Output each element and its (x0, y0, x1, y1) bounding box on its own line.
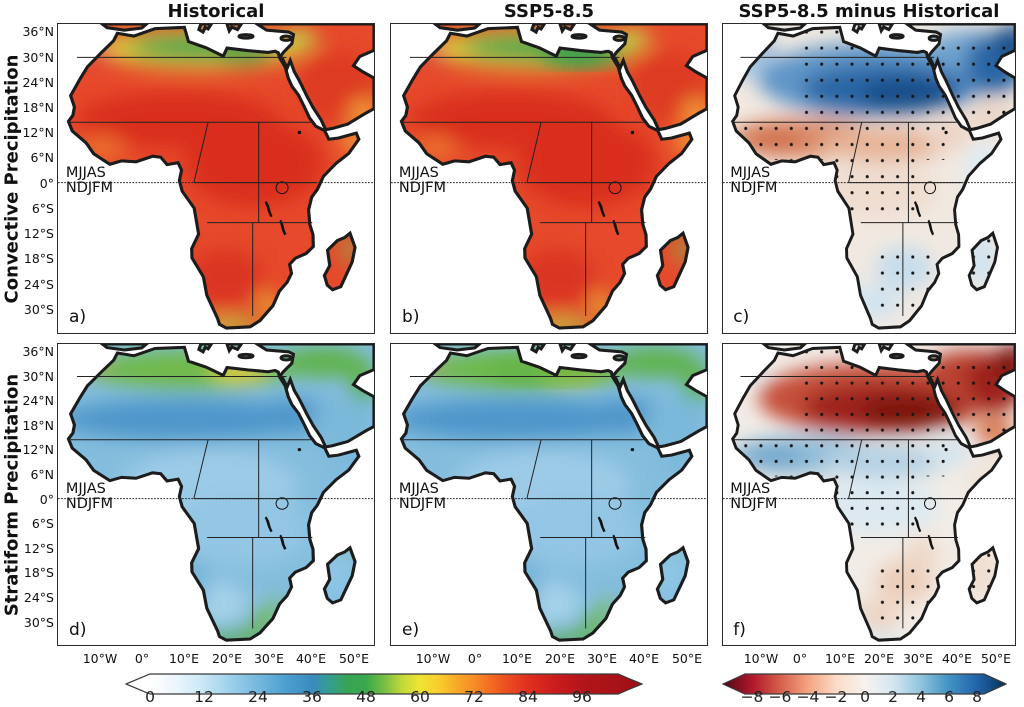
season-label-mjjas: MJJAS (398, 480, 439, 497)
column-title-ssp585: SSP5-8.5 (503, 1, 595, 22)
panel-letter: d) (69, 619, 87, 640)
colorbar-tick: 0 (145, 688, 155, 706)
colorbar-tick: 4 (916, 688, 926, 706)
colorbar-tick: 72 (464, 688, 484, 706)
lat-tick: 12°S (23, 226, 54, 241)
panel-letter: f) (733, 619, 746, 640)
season-label-ndjfm: NDJFM (398, 496, 447, 513)
lat-tick: 18°S (23, 565, 54, 580)
lat-tick: 6°N (30, 150, 54, 165)
map-stratiform-ssp585 (391, 344, 707, 645)
lon-tick: 40°E (628, 651, 660, 666)
lon-tick: 50°E (338, 651, 370, 666)
lat-tick: 12°N (22, 442, 54, 457)
map-panel-c: MJJAS NDJFM c) (722, 23, 1016, 334)
colorbar-difference (722, 673, 1007, 695)
lon-tick: 20°E (863, 651, 895, 666)
lat-tick: 30°N (22, 50, 54, 65)
lon-tick: 20°E (544, 651, 576, 666)
lat-tick: 36°N (22, 344, 54, 359)
lon-tick: 0° (134, 651, 150, 666)
lon-tick: 10°W (415, 651, 451, 666)
colorbar-tick: 36 (302, 688, 322, 706)
panel-letter: e) (402, 619, 420, 640)
colorbar-tick: 24 (248, 688, 268, 706)
season-label-ndjfm: NDJFM (65, 180, 114, 197)
lat-tick: 6°S (31, 516, 54, 531)
colorbar-tick: 8 (972, 688, 982, 706)
colorbar-tick: −2 (824, 688, 848, 706)
season-label-mjjas: MJJAS (730, 480, 771, 497)
lon-tick: 10°W (82, 651, 118, 666)
colorbar-tick: 48 (356, 688, 376, 706)
season-label-mjjas: MJJAS (65, 164, 106, 181)
season-label-mjjas: MJJAS (398, 164, 439, 181)
colorbar-tick: 6 (944, 688, 954, 706)
lat-tick: 18°N (22, 418, 54, 433)
lon-tick: 0° (467, 651, 483, 666)
colorbar-tick: 60 (410, 688, 430, 706)
season-label-mjjas: MJJAS (65, 480, 106, 497)
column-title-historical: Historical (167, 1, 265, 22)
panel-letter: b) (402, 307, 420, 328)
map-panel-b: MJJAS NDJFM b) (390, 23, 708, 334)
lat-tick: 24°N (22, 75, 54, 90)
colorbar-tick: −6 (768, 688, 792, 706)
colorbar-tick: 84 (518, 688, 538, 706)
colorbar-tick: −4 (796, 688, 820, 706)
map-panel-e: MJJAS NDJFM e) (390, 343, 708, 646)
colorbar-tick: 0 (860, 688, 870, 706)
season-label-ndjfm: NDJFM (730, 180, 778, 197)
lon-tick: 30°E (253, 651, 285, 666)
lon-tick: 10°E (824, 651, 856, 666)
colorbar-tick: −8 (740, 688, 764, 706)
colorbar-absolute (125, 673, 643, 695)
season-label-ndjfm: NDJFM (730, 496, 778, 513)
season-label-mjjas: MJJAS (730, 164, 771, 181)
map-panel-a: MJJAS NDJFM a) (57, 23, 375, 334)
season-label-ndjfm: NDJFM (65, 496, 114, 513)
lon-tick: 50°E (671, 651, 703, 666)
column-title-difference: SSP5-8.5 minus Historical (738, 1, 1000, 22)
lon-tick: 50°E (980, 651, 1012, 666)
lat-tick: 12°N (22, 125, 54, 140)
lon-tick: 10°E (501, 651, 533, 666)
lat-tick: 36°N (22, 24, 54, 39)
lon-tick: 40°E (941, 651, 973, 666)
panel-letter: a) (69, 307, 87, 328)
lat-tick: 0° (39, 176, 54, 191)
lat-tick: 0° (39, 492, 54, 507)
lon-tick: 10°W (743, 651, 779, 666)
lat-tick: 30°S (23, 615, 54, 630)
lat-tick: 6°N (30, 467, 54, 482)
colorbar-tick: 96 (572, 688, 592, 706)
colorbar-tick: 2 (888, 688, 898, 706)
lat-tick: 18°N (22, 100, 54, 115)
lat-tick: 6°S (31, 201, 54, 216)
lon-tick: 30°E (586, 651, 618, 666)
lat-tick: 24°N (22, 393, 54, 408)
map-panel-f: MJJAS NDJFM f) (722, 343, 1016, 646)
lat-tick: 24°S (23, 277, 54, 292)
map-panel-d: MJJAS NDJFM d) (57, 343, 375, 646)
lon-tick: 30°E (902, 651, 934, 666)
panel-letter: c) (733, 307, 750, 328)
lat-tick: 12°S (23, 541, 54, 556)
lat-tick: 24°S (23, 590, 54, 605)
lon-tick: 0° (792, 651, 808, 666)
lat-tick: 18°S (23, 251, 54, 266)
lat-tick: 30°S (23, 302, 54, 317)
map-convective-ssp585 (391, 24, 707, 333)
lon-tick: 20°E (211, 651, 243, 666)
lat-tick: 30°N (22, 369, 54, 384)
season-label-ndjfm: NDJFM (398, 180, 447, 197)
lon-tick: 10°E (168, 651, 200, 666)
lon-tick: 40°E (295, 651, 327, 666)
colorbar-tick: 12 (194, 688, 214, 706)
